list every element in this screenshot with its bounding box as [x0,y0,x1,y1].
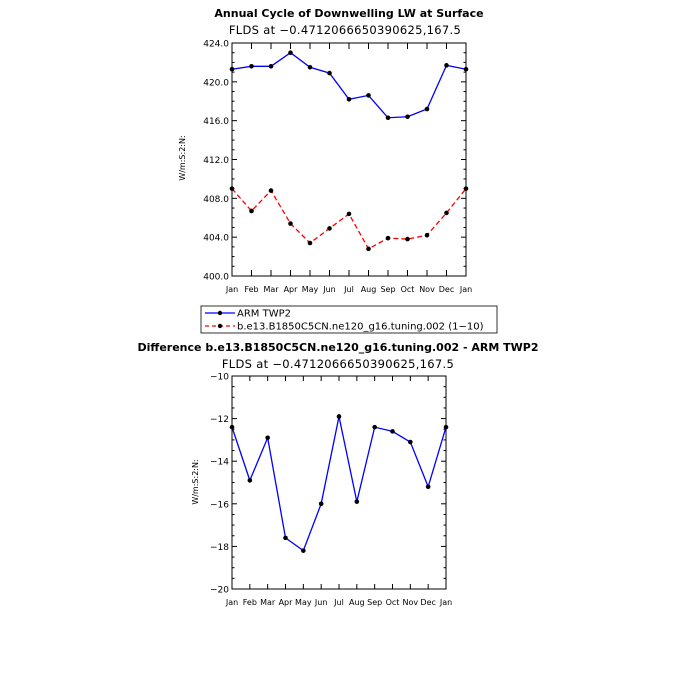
x-tick-label: Oct [401,285,415,294]
y-tick-label: 420.0 [203,78,229,88]
y-tick-label: 400.0 [203,273,229,283]
data-point [405,114,410,120]
data-point [424,106,430,112]
y-tick-label: 412.0 [203,156,229,166]
difference-chart: Difference b.e13.B1850C5CN.ne120_g16.tun… [138,341,539,607]
chart2-subtitle: FLDS at −0.4712066650390625,167.5 [222,357,454,371]
x-tick-label: Feb [244,285,258,294]
data-point [385,115,391,121]
data-point [288,50,293,56]
legend-item-model: b.e13.B1850C5CN.ne120_g16.tuning.002 (1−… [205,322,484,333]
legend-label-model: b.e13.B1850C5CN.ne120_g16.tuning.002 (1−… [237,322,484,333]
y-tick-label: 404.0 [203,234,229,244]
y-tick-label: −20 [210,586,229,596]
annual-cycle-chart: Annual Cycle of Downwelling LW at Surfac… [178,7,484,294]
x-tick-label: Jul [333,598,344,607]
x-tick-label: Jan [225,285,238,294]
x-tick-label: Jan [225,598,238,607]
chart2-plot-frame [231,375,447,590]
x-tick-label: Mar [263,285,279,294]
data-point [288,221,293,226]
chart1-legend: ARM TWP2 b.e13.B1850C5CN.ne120_g16.tunin… [200,305,498,334]
x-tick-label: Jun [314,598,328,607]
x-tick-label: Jun [322,285,336,294]
x-tick-label: Aug [349,598,365,607]
data-point [307,240,313,246]
data-point [372,424,377,430]
data-point [444,63,449,68]
data-point [283,535,288,541]
y-tick-label: −10 [210,373,229,383]
y-tick-label: 416.0 [203,117,229,127]
data-point [336,414,342,419]
x-tick-label: Apr [284,285,299,294]
data-point [265,435,270,441]
data-point [247,478,253,483]
y-tick-label: −18 [210,543,229,553]
y-tick-label: 408.0 [203,195,229,205]
y-tick-label: −12 [210,415,229,425]
y-tick-label: −14 [210,458,229,468]
data-point [346,211,352,217]
data-point [318,501,324,507]
data-point [307,64,313,70]
data-point [346,97,352,102]
chart2-title: Difference b.e13.B1850C5CN.ne120_g16.tun… [138,341,539,354]
data-point [249,208,254,214]
x-tick-label: Jul [343,285,354,294]
data-point [408,439,413,445]
chart1-plot-frame [231,42,467,277]
data-point [366,93,371,98]
x-tick-label: Dec [420,598,435,607]
data-point [425,484,431,490]
x-tick-label: Sep [380,285,395,294]
data-point [354,499,360,504]
legend-item-arm: ARM TWP2 [205,309,291,320]
data-point [268,188,274,193]
data-point [405,236,410,242]
x-tick-label: Dec [439,285,454,294]
x-tick-label: Nov [419,285,435,294]
x-tick-label: May [302,285,319,294]
y-tick-label: −16 [210,500,229,510]
x-tick-label: Feb [243,598,257,607]
x-tick-label: Jan [459,285,472,294]
chart1-title: Annual Cycle of Downwelling LW at Surfac… [214,7,483,20]
chart1-y-axis-label: W/m:S:2:N: [178,135,187,180]
data-point [385,235,391,241]
data-point [327,226,332,231]
x-tick-label: Mar [260,598,276,607]
y-tick-label: 424.0 [203,40,229,50]
x-tick-label: Oct [386,598,400,607]
x-tick-label: Jan [439,598,452,607]
x-tick-label: May [295,598,312,607]
x-tick-label: Sep [367,598,382,607]
data-point [249,64,254,69]
data-point [327,70,332,76]
data-point [301,548,306,553]
chart1-subtitle: FLDS at −0.4712066650390625,167.5 [229,23,461,37]
data-point [424,232,430,238]
legend-label-arm: ARM TWP2 [237,309,291,320]
data-point [366,246,371,252]
x-tick-label: Apr [279,598,294,607]
x-tick-label: Aug [361,285,377,294]
data-point [390,429,395,434]
x-tick-label: Nov [403,598,419,607]
data-point [444,210,449,216]
data-point [268,64,274,69]
chart2-y-axis-label: W/m:S:2:N: [191,459,200,504]
